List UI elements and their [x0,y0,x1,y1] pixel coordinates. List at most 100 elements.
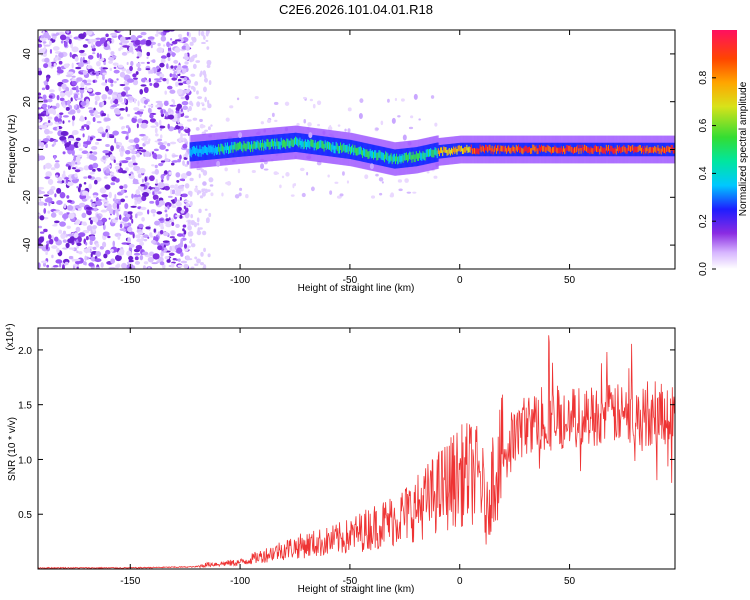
noise-blob [186,79,191,85]
noise-blob [74,56,79,62]
noise-blob [166,259,171,263]
noise-blob [95,251,102,257]
noise-blob [146,61,150,64]
noise-blob [175,81,179,87]
noise-blob [154,127,158,134]
scatter-blob [199,118,203,123]
noise-blob [168,220,172,223]
scatter-blob [237,168,241,174]
noise-blob [176,233,184,237]
noise-blob [80,93,83,99]
noise-blob [190,243,196,248]
noise-blob [154,78,161,81]
noise-blob [95,200,103,206]
noise-blob [59,114,63,119]
noise-blob [40,35,45,39]
noise-blob [85,206,93,210]
noise-blob [156,80,162,83]
scatter-blob [309,98,314,102]
noise-blob [77,186,81,193]
noise-blob [187,258,193,261]
noise-blob [143,99,149,105]
noise-blob [133,252,141,256]
noise-blob [86,30,93,36]
noise-blob [95,72,100,77]
noise-blob [76,108,81,114]
scatter-blob [364,174,369,180]
noise-blob [92,246,97,250]
noise-blob [94,217,99,223]
noise-blob [77,62,84,68]
noise-blob [84,255,87,261]
noise-blob [114,254,122,262]
noise-blob [115,112,121,115]
noise-blob [38,67,42,71]
scatter-blob [337,124,341,127]
noise-blob [149,175,155,182]
noise-blob [178,207,182,211]
noise-blob [181,193,188,198]
scatter-blob [299,167,305,172]
scatter-blob [433,175,438,179]
noise-blob [123,86,131,91]
noise-blob [82,190,89,196]
noise-blob [188,219,191,225]
noise-blob [133,77,138,80]
noise-blob [130,34,137,42]
scatter-blob [194,187,199,193]
noise-blob [94,258,102,263]
noise-blob [171,160,179,163]
noise-blob [137,35,143,39]
noise-blob [74,173,78,178]
noise-blob [137,118,143,124]
noise-blob [111,55,117,59]
noise-blob [83,124,88,128]
noise-blob [191,36,197,43]
noise-blob [164,209,168,213]
noise-blob [175,172,181,178]
scatter-blob [400,98,405,102]
noise-blob [120,170,127,174]
noise-blob [120,221,124,224]
noise-blob [45,143,48,149]
noise-blob [59,97,65,102]
noise-blob [141,251,149,256]
noise-blob [48,188,54,195]
noise-blob [95,243,100,248]
noise-blob [97,111,101,114]
noise-blob [50,167,56,171]
noise-blob [170,263,175,268]
noise-blob [46,76,50,82]
noise-blob [163,100,169,106]
noise-blob [139,39,147,45]
noise-blob [145,39,152,46]
noise-blob [125,213,131,218]
noise-blob [94,95,101,102]
noise-blob [195,127,200,131]
noise-blob [79,128,86,131]
noise-blob [38,119,41,122]
scatter-blob [359,98,364,103]
noise-blob [42,262,47,267]
noise-blob [177,264,183,268]
noise-blob [65,86,70,93]
noise-blob [73,155,77,162]
noise-blob [38,186,45,190]
noise-blob [147,104,154,107]
snr-frame [37,327,676,570]
noise-blob [114,137,117,144]
noise-blob [71,120,75,127]
noise-blob [85,38,89,41]
noise-blob [107,164,112,168]
noise-blob [61,79,69,83]
noise-blob [180,108,183,113]
noise-blob [171,154,179,157]
noise-blob [122,45,130,48]
noise-blob [137,51,143,58]
noise-blob [105,155,109,159]
noise-blob [131,265,136,269]
noise-blob [183,243,188,249]
noise-blob [38,262,41,269]
noise-blob [89,240,93,246]
noise-blob [113,159,116,163]
